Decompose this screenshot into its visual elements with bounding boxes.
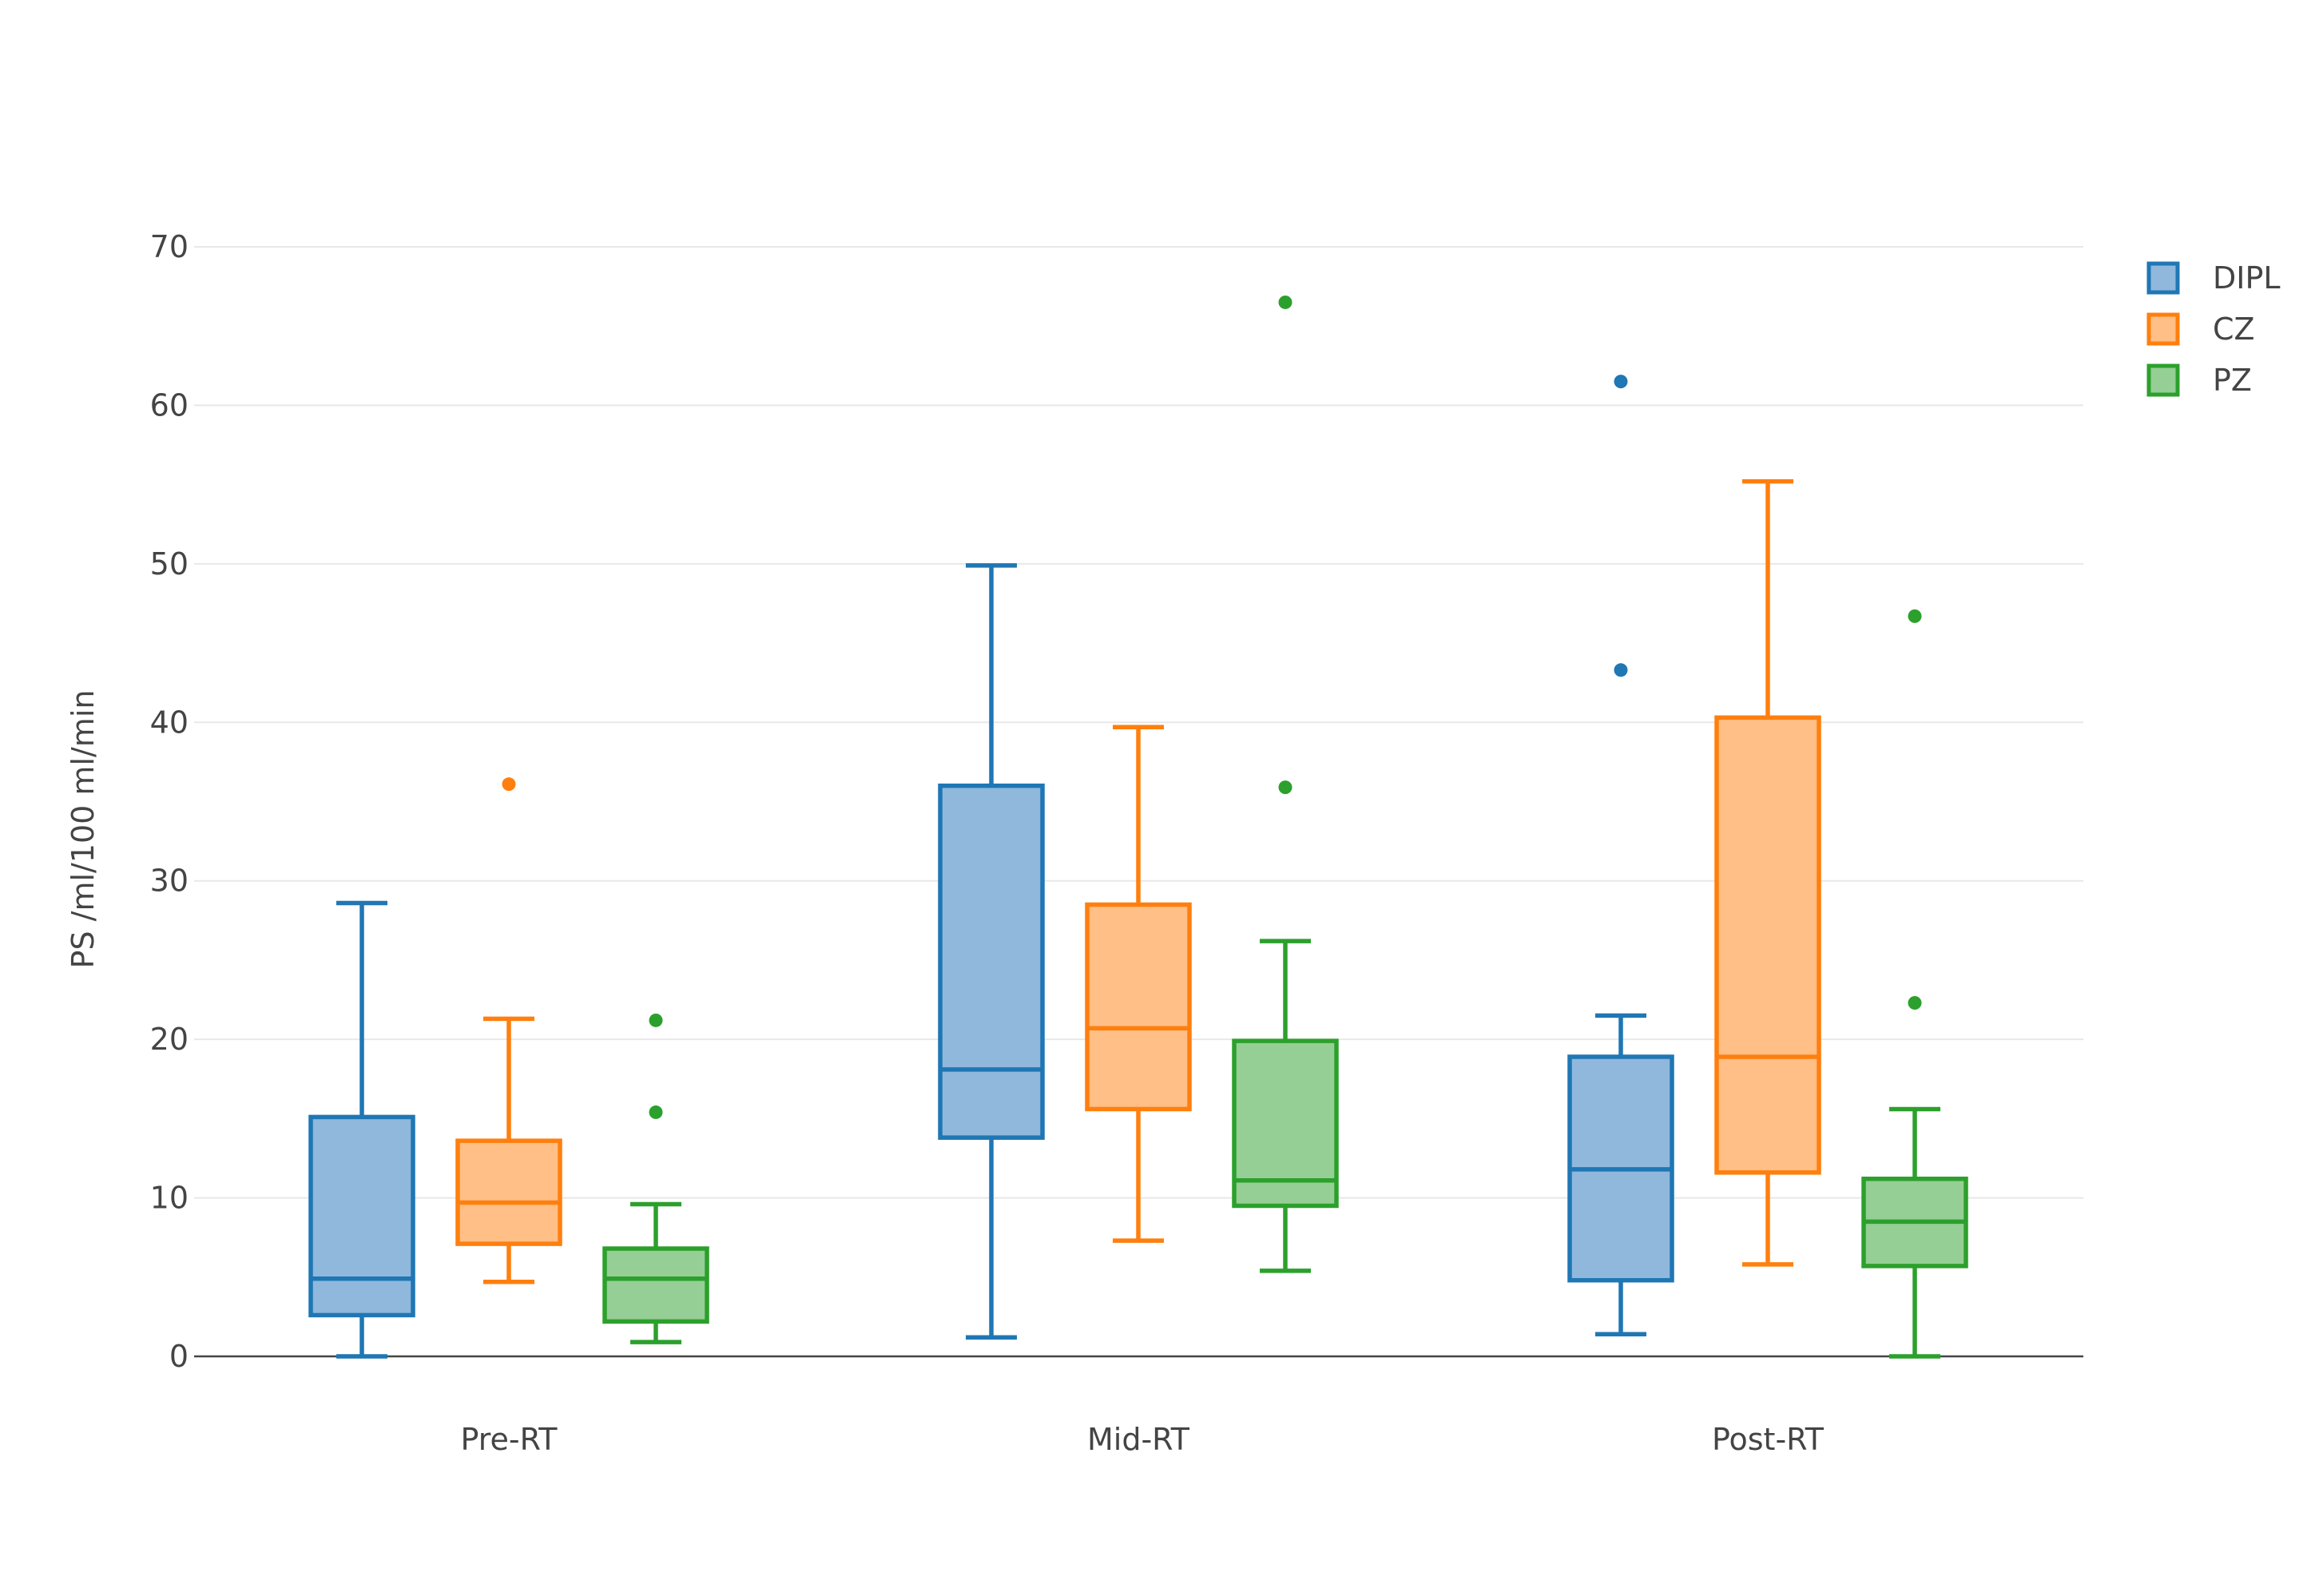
- box-dipl-mid-rt[interactable]: [938, 563, 1045, 1340]
- iqr-box-dipl-pre-rt[interactable]: [308, 1114, 415, 1318]
- y-tick-label-30: 30: [150, 864, 189, 899]
- iqr-box-pz-pre-rt[interactable]: [602, 1246, 709, 1324]
- x-tick-label-post-rt: Post-RT: [1712, 1422, 1825, 1457]
- legend-item-pz[interactable]: PZ: [2146, 363, 2252, 398]
- legend-label-cz: CZ: [2213, 312, 2255, 347]
- y-tick-label-10: 10: [150, 1181, 189, 1216]
- outlier-point-pz-mid-rt-2[interactable]: [1278, 295, 1293, 309]
- box-pz-mid-rt[interactable]: [1232, 295, 1339, 1273]
- iqr-box-dipl-mid-rt[interactable]: [938, 783, 1045, 1140]
- box-cz-pre-rt[interactable]: [455, 777, 562, 1284]
- y-tick-label-0: 0: [169, 1339, 189, 1374]
- y-axis-title: PS /ml/100 ml/min: [66, 690, 101, 969]
- legend-item-dipl[interactable]: DIPL: [2146, 260, 2281, 296]
- box-cz-mid-rt[interactable]: [1085, 725, 1192, 1243]
- y-tick-label-40: 40: [150, 705, 189, 740]
- y-tick-label-60: 60: [150, 387, 189, 423]
- outlier-point-pz-pre-rt-2[interactable]: [649, 1013, 663, 1027]
- box-cz-post-rt[interactable]: [1714, 478, 1821, 1267]
- outlier-point-cz-pre-rt-1[interactable]: [502, 777, 516, 792]
- legend[interactable]: DIPL CZ PZ: [2146, 260, 2281, 398]
- outlier-point-pz-mid-rt-1[interactable]: [1278, 780, 1293, 795]
- iqr-box-cz-pre-rt[interactable]: [455, 1138, 562, 1246]
- outlier-point-pz-pre-rt-1[interactable]: [649, 1105, 663, 1119]
- legend-label-dipl: DIPL: [2213, 260, 2281, 296]
- axes: 0 10 20 30 40 50 60 70 Pre-RT Mid-RT Post-RT: [150, 229, 2083, 1457]
- legend-swatch-cz: [2146, 312, 2180, 346]
- y-tick-label-50: 50: [150, 546, 189, 582]
- x-tick-label-mid-rt: Mid-RT: [1087, 1422, 1190, 1457]
- legend-item-cz[interactable]: CZ: [2146, 312, 2255, 347]
- box-dipl-post-rt[interactable]: [1567, 375, 1674, 1336]
- outlier-point-pz-post-rt-2[interactable]: [1908, 609, 1922, 623]
- outlier-point-dipl-post-rt-2[interactable]: [1614, 375, 1628, 389]
- iqr-box-cz-mid-rt[interactable]: [1085, 902, 1192, 1112]
- x-tick-label-pre-rt: Pre-RT: [461, 1422, 558, 1457]
- legend-swatch-dipl: [2146, 261, 2180, 295]
- outlier-point-pz-post-rt-1[interactable]: [1908, 996, 1922, 1010]
- box-dipl-pre-rt[interactable]: [308, 900, 415, 1359]
- outlier-point-dipl-post-rt-1[interactable]: [1614, 663, 1628, 677]
- legend-label-pz: PZ: [2213, 363, 2252, 398]
- iqr-box-cz-post-rt[interactable]: [1714, 715, 1821, 1175]
- box-pz-pre-rt[interactable]: [602, 1013, 709, 1344]
- box-traces: [308, 295, 1968, 1359]
- legend-swatch-pz: [2146, 363, 2180, 397]
- y-tick-label-20: 20: [150, 1022, 189, 1057]
- y-tick-label-70: 70: [150, 229, 189, 264]
- box-pz-post-rt[interactable]: [1861, 609, 1968, 1359]
